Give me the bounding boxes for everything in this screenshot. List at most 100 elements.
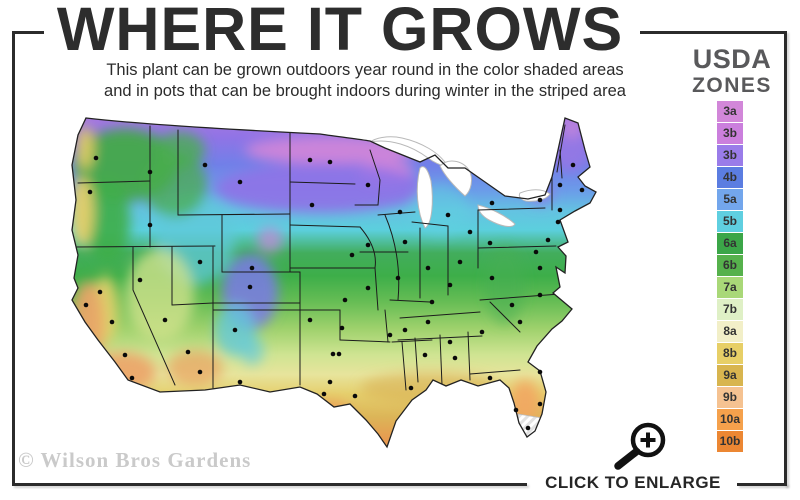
frame-border-left <box>12 31 15 486</box>
zone-swatch-6b-7: 6b <box>717 255 743 276</box>
city-dot <box>579 187 585 193</box>
legend-heading: USDA ZONES <box>676 44 788 97</box>
zoom-in-magnifier-icon[interactable] <box>606 412 672 474</box>
city-dot <box>537 265 543 271</box>
legend-heading-usda: USDA <box>692 44 772 74</box>
city-dot <box>197 259 203 265</box>
city-dot <box>330 351 336 357</box>
city-dot <box>397 209 403 215</box>
city-dot <box>247 284 253 290</box>
city-dot <box>447 282 453 288</box>
city-dot <box>395 275 401 281</box>
city-dot <box>365 242 371 248</box>
city-dot <box>137 277 143 283</box>
zone-swatch-10b-15: 10b <box>717 431 743 452</box>
city-dot <box>93 155 99 161</box>
city-dot <box>570 162 576 168</box>
city-dot <box>387 332 393 338</box>
subtitle-line-1: This plant can be grown outdoors year ro… <box>106 61 624 79</box>
city-dot <box>537 292 543 298</box>
city-dot <box>197 369 203 375</box>
lake-huron-shape <box>439 160 473 197</box>
city-dot <box>232 327 238 333</box>
city-dot <box>517 319 523 325</box>
city-dot <box>525 425 531 431</box>
city-dot <box>445 212 451 218</box>
city-dot <box>513 407 519 413</box>
frame-border-top-right <box>640 31 787 34</box>
city-dot <box>307 317 313 323</box>
city-dot <box>365 285 371 291</box>
zone-swatch-6a-6: 6a <box>717 233 743 254</box>
city-dot <box>129 375 135 381</box>
city-dot <box>425 319 431 325</box>
city-dot <box>147 169 153 175</box>
city-dot <box>479 329 485 335</box>
frame-border-right <box>784 31 787 486</box>
lake-erie-shape <box>477 204 516 228</box>
city-dot <box>457 259 463 265</box>
frame-border-top-left <box>12 31 44 34</box>
city-dot <box>87 189 93 195</box>
city-dot <box>309 202 315 208</box>
zone-swatch-8a-10: 8a <box>717 321 743 342</box>
city-dot <box>557 207 563 213</box>
city-dot <box>352 393 358 399</box>
city-dot <box>349 252 355 258</box>
city-dot <box>402 239 408 245</box>
city-dot <box>147 222 153 228</box>
city-dot <box>342 297 348 303</box>
city-dot <box>109 319 115 325</box>
city-dot <box>509 302 515 308</box>
zone-swatch-5a-4: 5a <box>717 189 743 210</box>
city-dot <box>537 197 543 203</box>
zone-swatch-4b-3: 4b <box>717 167 743 188</box>
city-dot <box>339 325 345 331</box>
city-dot <box>307 157 313 163</box>
city-dots <box>83 155 585 431</box>
frame-border-bottom-right <box>737 483 787 486</box>
city-dot <box>249 265 255 271</box>
legend-heading-zones: ZONES <box>692 74 772 97</box>
usda-zone-legend: 3a 3b 3b 4b 5a 5b 6a 6b 7a 7b 8a 8b 9a 9b 10a 10b <box>717 101 743 453</box>
city-dot <box>336 351 342 357</box>
zone-swatch-5b-5: 5b <box>717 211 743 232</box>
city-dot <box>321 391 327 397</box>
city-dot <box>202 162 208 168</box>
zone-region-patches <box>72 118 590 447</box>
zone-swatch-8b-11: 8b <box>717 343 743 364</box>
frame-border-bottom-left <box>12 483 527 486</box>
city-dot <box>452 355 458 361</box>
city-dot <box>402 327 408 333</box>
city-dot <box>537 369 543 375</box>
city-dot <box>557 182 563 188</box>
zone-swatch-7b-9: 7b <box>717 299 743 320</box>
city-dot <box>447 339 453 345</box>
city-dot <box>467 229 473 235</box>
subtitle-line-2: and in pots that can be brought indoors … <box>104 82 626 100</box>
lake-michigan-shape <box>416 166 433 229</box>
zone-swatch-3b-1: 3b <box>717 123 743 144</box>
city-dot <box>83 302 89 308</box>
page-title: WHERE IT GROWS <box>56 0 624 63</box>
city-dot <box>533 249 539 255</box>
us-outline <box>71 117 597 449</box>
city-dot <box>408 385 414 391</box>
city-dot <box>122 352 128 358</box>
city-dot <box>489 275 495 281</box>
city-dot <box>487 240 493 246</box>
city-dot <box>487 375 493 381</box>
city-dot <box>237 179 243 185</box>
city-dot <box>97 289 103 295</box>
zone-swatch-9a-12: 9a <box>717 365 743 386</box>
city-dot <box>327 159 333 165</box>
zone-swatch-7a-8: 7a <box>717 277 743 298</box>
click-to-enlarge-button[interactable]: CLICK TO ENLARGE <box>545 473 721 492</box>
city-dot <box>537 401 543 407</box>
city-dot <box>425 265 431 271</box>
zone-swatch-3b-2: 3b <box>717 145 743 166</box>
state-borders <box>73 124 566 391</box>
city-dot <box>555 219 561 225</box>
